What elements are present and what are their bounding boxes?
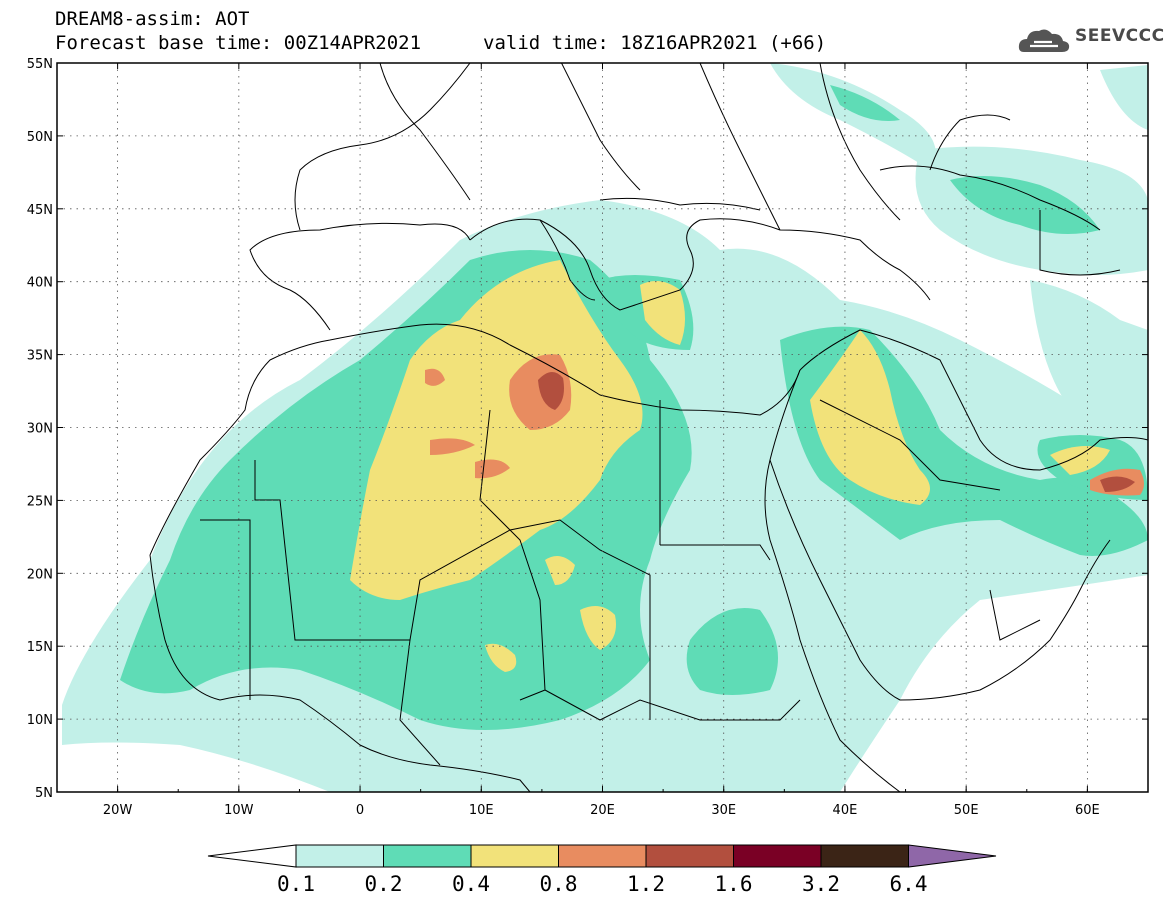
colorbar-swatch [820,844,909,868]
model-title: DREAM8-assim: AOT [55,8,250,30]
colorbar-swatch [470,844,559,868]
lon-label: 10E [469,803,494,818]
lon-label: 10W [224,803,254,818]
colorbar-swatch [383,844,472,868]
colorbar-swatch [295,844,384,868]
lat-label: 20N [27,567,53,582]
latitude-labels: 55N 50N 45N 40N 35N 30N 25N 20N 15N 10N 5N [27,57,53,801]
lat-label: 40N [27,276,53,291]
axis-ticks [56,62,1149,793]
lon-label: 50E [954,803,979,818]
lat-label: 25N [27,494,53,509]
lat-label: 10N [27,713,53,728]
lat-label: 45N [27,203,53,218]
lon-label: 20E [590,803,615,818]
colorbar-low-arrow [207,844,297,868]
graticule [57,63,1148,792]
lon-label: 20W [103,803,133,818]
seevccc-logo [1018,24,1158,58]
colorbar-swatch [645,844,734,868]
lon-label: 0 [356,803,364,818]
base-time: Forecast base time: 00Z14APR2021 [55,32,422,54]
colorbar: 0.1 0.2 0.4 0.8 1.2 1.6 3.2 6.4 [207,844,997,896]
lon-label: 40E [833,803,858,818]
colorbar-label: 0.4 [452,872,490,896]
forecast-times: Forecast base time: 00Z14APR2021 valid ti… [55,32,826,54]
colorbar-label: 0.1 [277,872,315,896]
lat-label: 5N [35,786,53,801]
colorbar-label: 0.2 [365,872,403,896]
cloud-icon [1018,29,1070,52]
logo-text: SEEVCCC [1075,26,1165,46]
lon-label: 60E [1075,803,1100,818]
lat-label: 50N [27,130,53,145]
colorbar-label: 6.4 [890,872,928,896]
colorbar-swatch [558,844,647,868]
aot-field [62,63,1148,792]
colorbar-label: 3.2 [802,872,840,896]
lat-label: 55N [27,57,53,72]
lat-label: 15N [27,640,53,655]
longitude-labels: 20W 10W 0 10E 20E 30E 40E 50E 60E [103,803,1100,818]
coastlines [149,63,1148,792]
lat-label: 35N [27,349,53,364]
colorbar-label: 1.6 [715,872,753,896]
colorbar-swatch [733,844,822,868]
colorbar-label: 1.2 [627,872,665,896]
valid-time: valid time: 18Z16APR2021 (+66) [483,32,827,54]
colorbar-label: 0.8 [540,872,578,896]
lon-label: 30E [711,803,736,818]
colorbar-high-arrow [908,844,997,868]
lat-label: 30N [27,422,53,437]
